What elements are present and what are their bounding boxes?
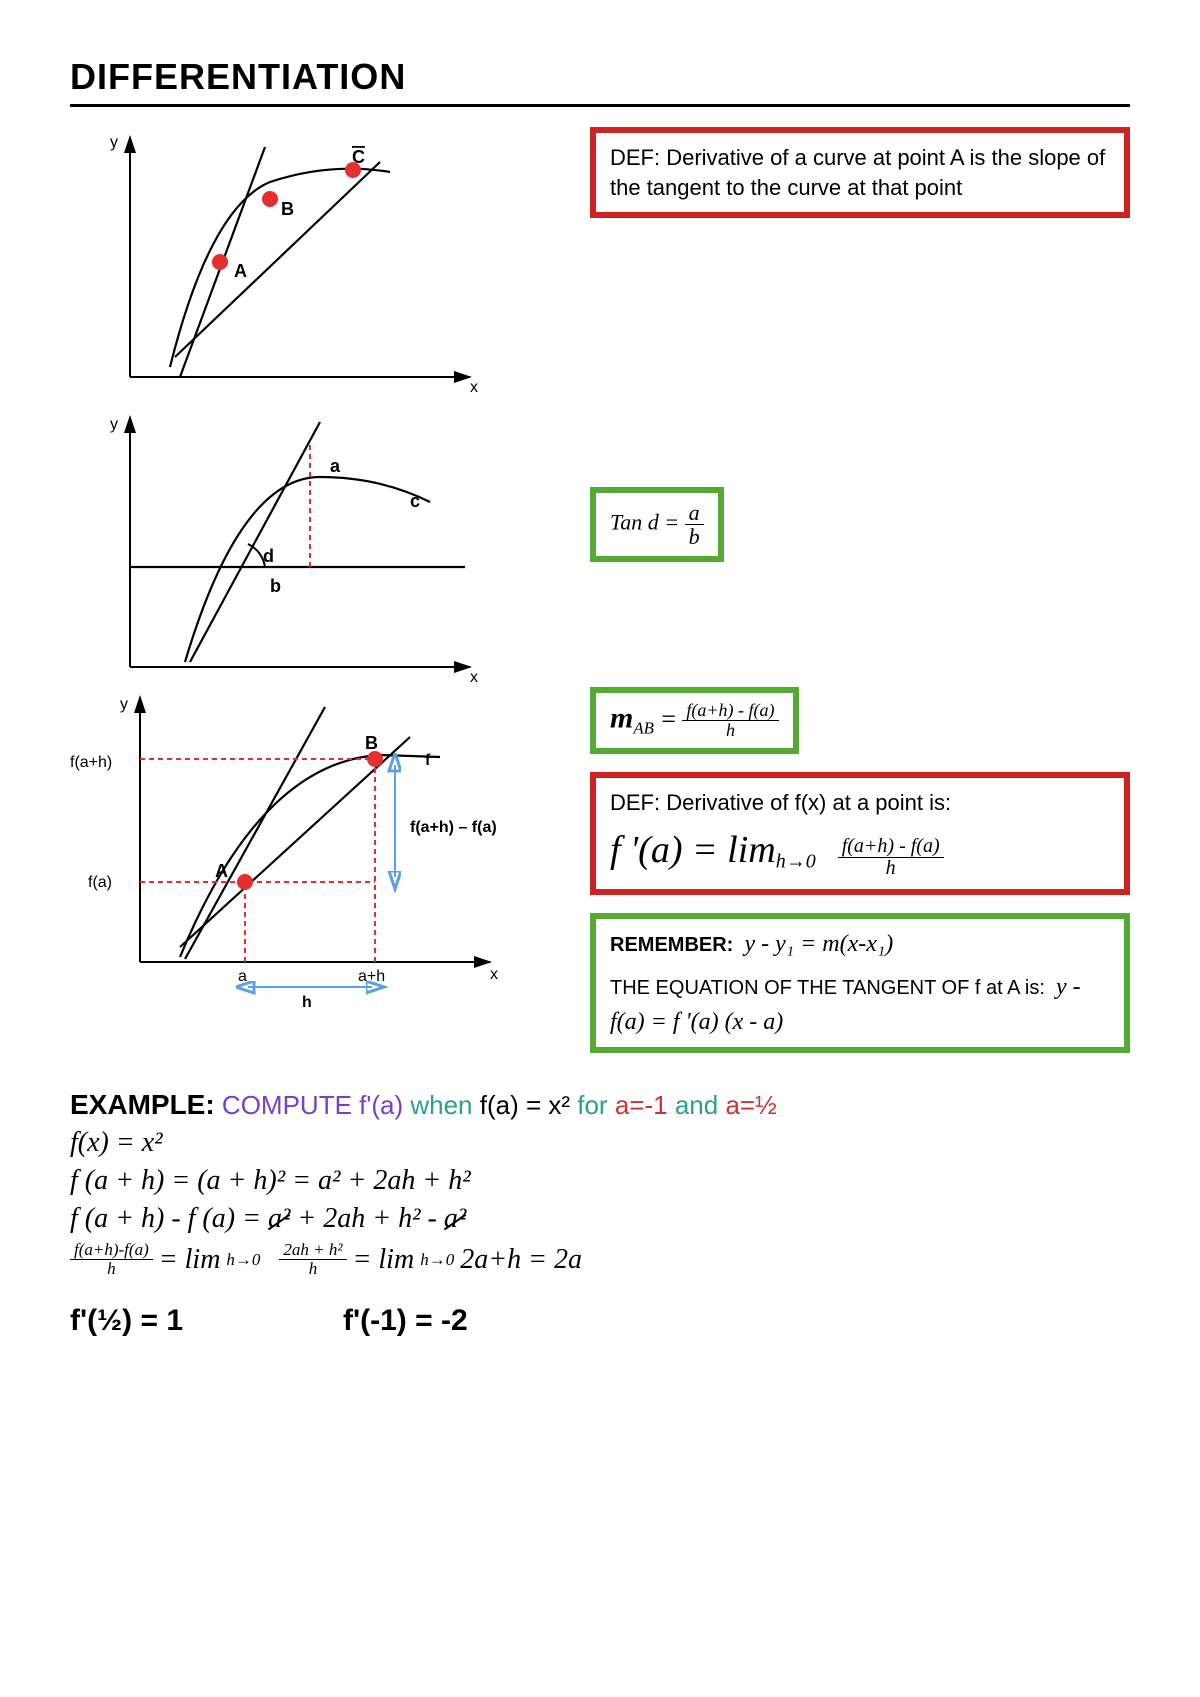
def2-den: h	[882, 858, 900, 879]
mab-m: m	[610, 701, 633, 734]
mab-sub: AB	[633, 718, 654, 737]
example-result-2: f'(-1) = -2	[343, 1304, 468, 1338]
svg-text:y: y	[110, 134, 118, 151]
example-p5: a=-1	[615, 1090, 675, 1120]
svg-text:x: x	[470, 669, 478, 686]
def2-heading: DEF: Derivative of f(x) at a point is:	[610, 788, 1110, 818]
example-line-1: f(x) = x²	[70, 1127, 1130, 1159]
svg-text:a: a	[330, 456, 341, 476]
tan-formula-box: Tan d = a b	[590, 487, 724, 562]
page-title: DIFFERENTIATION	[70, 56, 1130, 107]
tan-den: b	[685, 525, 704, 548]
example-p7: a=½	[725, 1090, 776, 1120]
example-title: EXAMPLE:	[70, 1089, 215, 1120]
svg-text:x: x	[490, 966, 498, 983]
svg-text:b: b	[270, 576, 281, 596]
svg-text:h: h	[302, 994, 312, 1007]
svg-text:f(a+h): f(a+h)	[70, 754, 112, 771]
svg-text:f(a+h) – f(a): f(a+h) – f(a)	[410, 819, 497, 836]
svg-text:B: B	[365, 733, 378, 753]
tan-num: a	[685, 501, 704, 525]
def2-sub: h→0	[776, 851, 816, 873]
example-p1: COMPUTE f'(a)	[222, 1090, 410, 1120]
remember-label: REMEMBER:	[610, 934, 733, 956]
definition-derivative-point: DEF: Derivative of a curve at point A is…	[590, 127, 1130, 218]
svg-text:C: C	[352, 147, 365, 167]
svg-text:d: d	[263, 546, 274, 566]
tan-lhs: Tan d =	[610, 510, 685, 535]
svg-text:B: B	[281, 199, 294, 219]
mab-den: h	[722, 721, 739, 740]
svg-text:a: a	[238, 968, 247, 985]
mab-num: f(a+h) - f(a)	[682, 701, 778, 721]
svg-text:f: f	[425, 752, 431, 769]
svg-text:a+h: a+h	[358, 968, 385, 985]
example-p4: for	[577, 1090, 615, 1120]
example-section: EXAMPLE: COMPUTE f'(a) when f(a) = x² fo…	[70, 1089, 1130, 1338]
remember-box: REMEMBER: y - y₁ = m(x-x₁) THE EQUATION …	[590, 913, 1130, 1053]
def2-num: f(a+h) - f(a)	[838, 836, 944, 858]
example-line-3: f (a + h) - f (a) = a² + 2ah + h² - a²	[70, 1203, 1130, 1235]
graph-tan-triangle: y x a b c d	[70, 407, 490, 687]
example-line-4: f(a+h)-f(a) h = limh→0 2ah + h² h = limh…	[70, 1241, 1130, 1278]
graph-tangent-points: y x A B C	[70, 127, 490, 407]
example-line-2: f (a + h) = (a + h)² = a² + 2ah + h²	[70, 1165, 1130, 1197]
example-p2: when	[410, 1090, 479, 1120]
remember-text2: THE EQUATION OF THE TANGENT OF f at A is…	[610, 977, 1045, 999]
svg-text:c: c	[410, 491, 420, 511]
example-p6: and	[675, 1090, 726, 1120]
def2-lhs: f '(a) = lim	[610, 829, 776, 871]
svg-text:y: y	[110, 416, 118, 433]
svg-text:A: A	[234, 261, 247, 281]
svg-text:f(a): f(a)	[88, 874, 112, 891]
svg-text:x: x	[470, 379, 478, 396]
remember-eq1: y - y₁ = m(x-x₁)	[744, 931, 893, 957]
example-result-1: f'(½) = 1	[70, 1304, 183, 1338]
example-p3: f(a) = x²	[480, 1090, 578, 1120]
slope-mab-box: mAB = f(a+h) - f(a) h	[590, 687, 799, 754]
svg-text:y: y	[120, 696, 128, 713]
mab-eq: =	[661, 704, 682, 733]
svg-text:A: A	[215, 861, 228, 881]
graph-difference-quotient: y x f(a+h) f(a) A B f f(a+h) – f	[70, 687, 540, 1007]
definition-limit-box: DEF: Derivative of f(x) at a point is: f…	[590, 772, 1130, 895]
